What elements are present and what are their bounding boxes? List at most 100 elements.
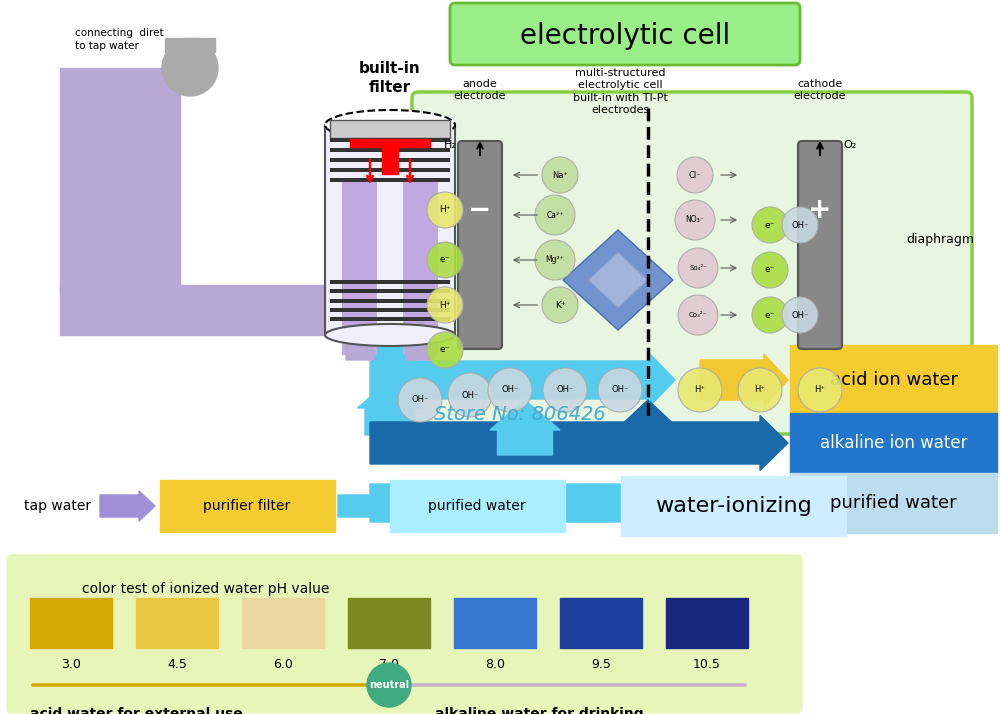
Circle shape <box>678 295 718 335</box>
Bar <box>790 345 997 413</box>
Polygon shape <box>563 230 673 330</box>
Bar <box>348 598 430 648</box>
Bar <box>330 138 450 142</box>
Bar <box>330 308 450 312</box>
Circle shape <box>448 373 492 417</box>
Circle shape <box>398 378 442 422</box>
Circle shape <box>782 297 818 333</box>
Text: e⁻: e⁻ <box>765 266 775 274</box>
Text: 9.5: 9.5 <box>591 658 611 671</box>
Text: anode
electrode: anode electrode <box>454 79 506 101</box>
Text: +: + <box>808 196 832 224</box>
Bar <box>390 480 565 532</box>
Circle shape <box>752 297 788 333</box>
Ellipse shape <box>325 110 455 140</box>
Circle shape <box>427 332 463 368</box>
Bar <box>330 148 450 152</box>
Circle shape <box>678 368 722 412</box>
Text: H⁺: H⁺ <box>439 301 451 309</box>
Circle shape <box>427 192 463 228</box>
Bar <box>30 598 112 648</box>
Circle shape <box>752 252 788 288</box>
Text: e⁻: e⁻ <box>765 221 775 229</box>
Text: Cl⁻: Cl⁻ <box>689 171 701 179</box>
Bar <box>382 139 398 174</box>
FancyBboxPatch shape <box>412 92 972 434</box>
Text: H⁺: H⁺ <box>755 386 765 395</box>
Ellipse shape <box>325 324 455 346</box>
Circle shape <box>782 207 818 243</box>
Bar <box>666 598 748 648</box>
FancyBboxPatch shape <box>7 555 802 713</box>
Text: OH⁻: OH⁻ <box>556 386 574 395</box>
FancyBboxPatch shape <box>798 141 842 349</box>
Text: So₄²⁻: So₄²⁻ <box>689 265 707 271</box>
Circle shape <box>535 240 575 280</box>
Text: OH⁻: OH⁻ <box>501 386 519 395</box>
Circle shape <box>535 195 575 235</box>
Text: electrolytic cell: electrolytic cell <box>520 22 730 50</box>
Text: purifier filter: purifier filter <box>203 499 291 513</box>
Text: OH⁻: OH⁻ <box>461 391 479 400</box>
Bar <box>790 473 997 533</box>
Text: H⁺: H⁺ <box>815 386 825 395</box>
FancyArrow shape <box>568 491 618 521</box>
Bar <box>621 476 846 536</box>
Text: Na⁺: Na⁺ <box>552 171 568 179</box>
Bar <box>136 598 218 648</box>
FancyArrow shape <box>342 320 378 360</box>
Text: 8.0: 8.0 <box>485 658 505 671</box>
FancyArrow shape <box>618 400 678 455</box>
Bar <box>330 120 450 138</box>
Bar <box>330 298 450 303</box>
Bar <box>325 125 455 335</box>
FancyArrow shape <box>490 400 560 455</box>
Bar <box>165 38 215 52</box>
Text: OH⁻: OH⁻ <box>791 311 809 319</box>
Text: H⁺: H⁺ <box>439 206 451 214</box>
FancyArrow shape <box>358 380 422 435</box>
Bar <box>183 38 197 56</box>
Circle shape <box>598 368 642 412</box>
FancyArrow shape <box>370 355 675 405</box>
FancyBboxPatch shape <box>458 141 502 349</box>
Bar <box>242 598 324 648</box>
Text: H₂: H₂ <box>444 140 456 150</box>
Text: Store No: 806426: Store No: 806426 <box>434 406 606 425</box>
Bar <box>330 317 450 321</box>
Text: water-ionizing: water-ionizing <box>655 496 811 516</box>
Text: K⁺: K⁺ <box>555 301 565 309</box>
Bar <box>60 285 375 335</box>
Circle shape <box>427 287 463 323</box>
Circle shape <box>738 368 782 412</box>
Text: purified water: purified water <box>428 499 526 513</box>
FancyArrow shape <box>370 416 788 471</box>
Bar <box>350 139 430 147</box>
Bar <box>60 68 180 293</box>
Bar <box>372 345 408 435</box>
Text: diaphragm: diaphragm <box>906 233 974 246</box>
FancyArrow shape <box>700 354 788 406</box>
Bar <box>330 289 450 293</box>
Text: 3.0: 3.0 <box>61 658 81 671</box>
Circle shape <box>798 368 842 412</box>
Bar <box>403 180 438 355</box>
Text: color test of ionized water pH value: color test of ionized water pH value <box>82 582 329 596</box>
Text: O₂: O₂ <box>843 140 857 150</box>
Bar <box>454 598 536 648</box>
Text: e⁻: e⁻ <box>440 346 450 354</box>
Text: acid water for external use: acid water for external use <box>30 707 242 714</box>
Circle shape <box>677 157 713 193</box>
FancyBboxPatch shape <box>450 3 800 65</box>
Circle shape <box>162 40 218 96</box>
Text: built-in
filter: built-in filter <box>359 61 421 95</box>
Text: e⁻: e⁻ <box>440 256 450 264</box>
Circle shape <box>367 663 411 707</box>
Text: NO₃⁻: NO₃⁻ <box>686 216 704 224</box>
Bar <box>342 180 377 355</box>
Bar <box>340 235 400 335</box>
Text: OH⁻: OH⁻ <box>791 221 809 229</box>
Text: 7.0: 7.0 <box>379 658 399 671</box>
Circle shape <box>678 248 718 288</box>
Text: acid ion water: acid ion water <box>830 371 958 389</box>
